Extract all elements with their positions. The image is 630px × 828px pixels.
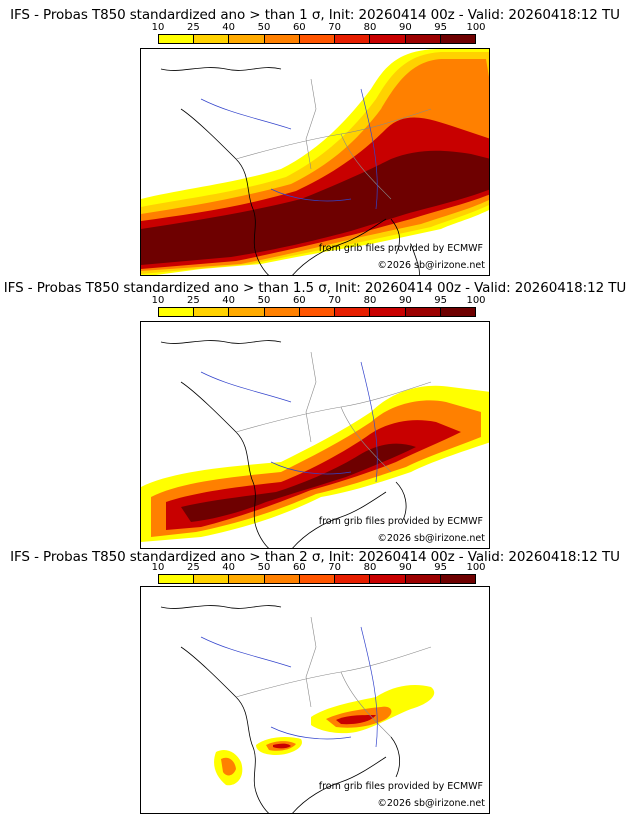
borders	[235, 78, 432, 200]
copyright-credit: ©2026 sb@irizone.net	[377, 798, 485, 809]
coastlines	[160, 605, 401, 813]
probability-map: from grib files provided by ECMWF ©2026 …	[140, 586, 490, 814]
colorbar-swatch	[194, 575, 230, 583]
colorbar-tick: 70	[328, 562, 342, 573]
colorbar-tick: 80	[363, 562, 377, 573]
colorbar-tick: 50	[257, 22, 271, 33]
colorbar-swatch	[335, 308, 371, 316]
map-graphic	[141, 49, 489, 275]
colorbar-swatch	[264, 575, 300, 583]
borders	[235, 616, 432, 738]
colorbar-swatch	[299, 35, 336, 43]
map-panel-1sigma: IFS - Probas T850 standardized ano > tha…	[0, 0, 630, 276]
map-graphic	[141, 340, 489, 548]
colorbar: 10 25 40 50 60 70 80 90 95 100	[152, 295, 486, 317]
colorbar-swatch	[229, 35, 265, 43]
colorbar-tick: 60	[292, 562, 306, 573]
colorbar-tick: 40	[222, 22, 236, 33]
panel-title: IFS - Probas T850 standardized ano > tha…	[10, 7, 620, 23]
colorbar-tick: 25	[186, 295, 200, 306]
map-panel-2sigma: IFS - Probas T850 standardized ano > tha…	[0, 546, 630, 816]
probability-map: from grib files provided by ECMWF ©2026 …	[140, 48, 490, 276]
colorbar-swatch	[299, 308, 336, 316]
colorbar-swatches	[158, 574, 476, 584]
rivers	[200, 626, 378, 748]
colorbar-swatch	[370, 575, 406, 583]
colorbar-swatch	[299, 575, 336, 583]
colorbar-swatch	[440, 575, 475, 583]
source-credit: from grib files provided by ECMWF	[318, 781, 483, 792]
panel-title: IFS - Probas T850 standardized ano > tha…	[10, 549, 620, 565]
colorbar-swatch	[405, 308, 441, 316]
colorbar-tick: 90	[398, 22, 412, 33]
colorbar-tick: 25	[186, 22, 200, 33]
colorbar-tick: 90	[398, 562, 412, 573]
colorbar-tick: 100	[466, 22, 486, 33]
colorbar-tick: 10	[151, 22, 165, 33]
copyright-credit: ©2026 sb@irizone.net	[377, 260, 485, 271]
colorbar-tick: 95	[434, 562, 448, 573]
colorbar-tick: 80	[363, 295, 377, 306]
colorbar-swatch	[264, 35, 300, 43]
colorbar-tick: 80	[363, 22, 377, 33]
colorbar-swatch	[264, 308, 300, 316]
colorbar-tick: 10	[151, 562, 165, 573]
colorbar-swatch	[335, 575, 371, 583]
map-graphic	[160, 605, 435, 813]
colorbar-swatch	[440, 308, 475, 316]
probability-field	[214, 685, 435, 786]
colorbar-labels: 10 25 40 50 60 70 80 90 95 100	[152, 22, 486, 34]
colorbar-swatch	[229, 575, 265, 583]
colorbar-tick: 10	[151, 295, 165, 306]
colorbar-swatch	[370, 308, 406, 316]
copyright-credit: ©2026 sb@irizone.net	[377, 533, 485, 544]
colorbar-tick: 25	[186, 562, 200, 573]
colorbar-tick: 50	[257, 295, 271, 306]
colorbar-swatch	[335, 35, 371, 43]
colorbar-swatch	[405, 575, 441, 583]
colorbar-swatch	[159, 35, 195, 43]
colorbar-labels: 10 25 40 50 60 70 80 90 95 100	[152, 562, 486, 574]
source-credit: from grib files provided by ECMWF	[318, 516, 483, 527]
colorbar-swatches	[158, 34, 476, 44]
colorbar-tick: 40	[222, 295, 236, 306]
colorbar-tick: 100	[466, 562, 486, 573]
colorbar-swatch	[370, 35, 406, 43]
colorbar-swatch	[405, 35, 441, 43]
colorbar-tick: 50	[257, 562, 271, 573]
panel-title: IFS - Probas T850 standardized ano > tha…	[3, 280, 627, 296]
probability-map: from grib files provided by ECMWF ©2026 …	[140, 321, 490, 549]
colorbar-tick: 95	[434, 22, 448, 33]
probability-field	[141, 385, 489, 542]
colorbar-swatch	[159, 575, 195, 583]
coastlines	[160, 67, 420, 275]
colorbar-swatch	[229, 308, 265, 316]
borders	[235, 351, 432, 473]
colorbar: 10 25 40 50 60 70 80 90 95 100	[152, 562, 486, 584]
colorbar-tick: 70	[328, 295, 342, 306]
colorbar-tick: 60	[292, 22, 306, 33]
colorbar-swatch	[194, 35, 230, 43]
colorbar-tick: 70	[328, 22, 342, 33]
rivers	[200, 88, 378, 210]
colorbar: 10 25 40 50 60 70 80 90 95 100	[152, 22, 486, 44]
colorbar-swatch	[194, 308, 230, 316]
colorbar-labels: 10 25 40 50 60 70 80 90 95 100	[152, 295, 486, 307]
map-panel-1-5sigma: IFS - Probas T850 standardized ano > tha…	[0, 273, 630, 549]
colorbar-swatches	[158, 307, 476, 317]
rivers	[200, 361, 378, 483]
colorbar-tick: 90	[398, 295, 412, 306]
coastlines	[160, 340, 407, 548]
probability-field	[141, 49, 489, 275]
colorbar-swatch	[440, 35, 475, 43]
colorbar-tick: 60	[292, 295, 306, 306]
colorbar-tick: 40	[222, 562, 236, 573]
colorbar-tick: 100	[466, 295, 486, 306]
colorbar-swatch	[159, 308, 195, 316]
source-credit: from grib files provided by ECMWF	[318, 243, 483, 254]
colorbar-tick: 95	[434, 295, 448, 306]
